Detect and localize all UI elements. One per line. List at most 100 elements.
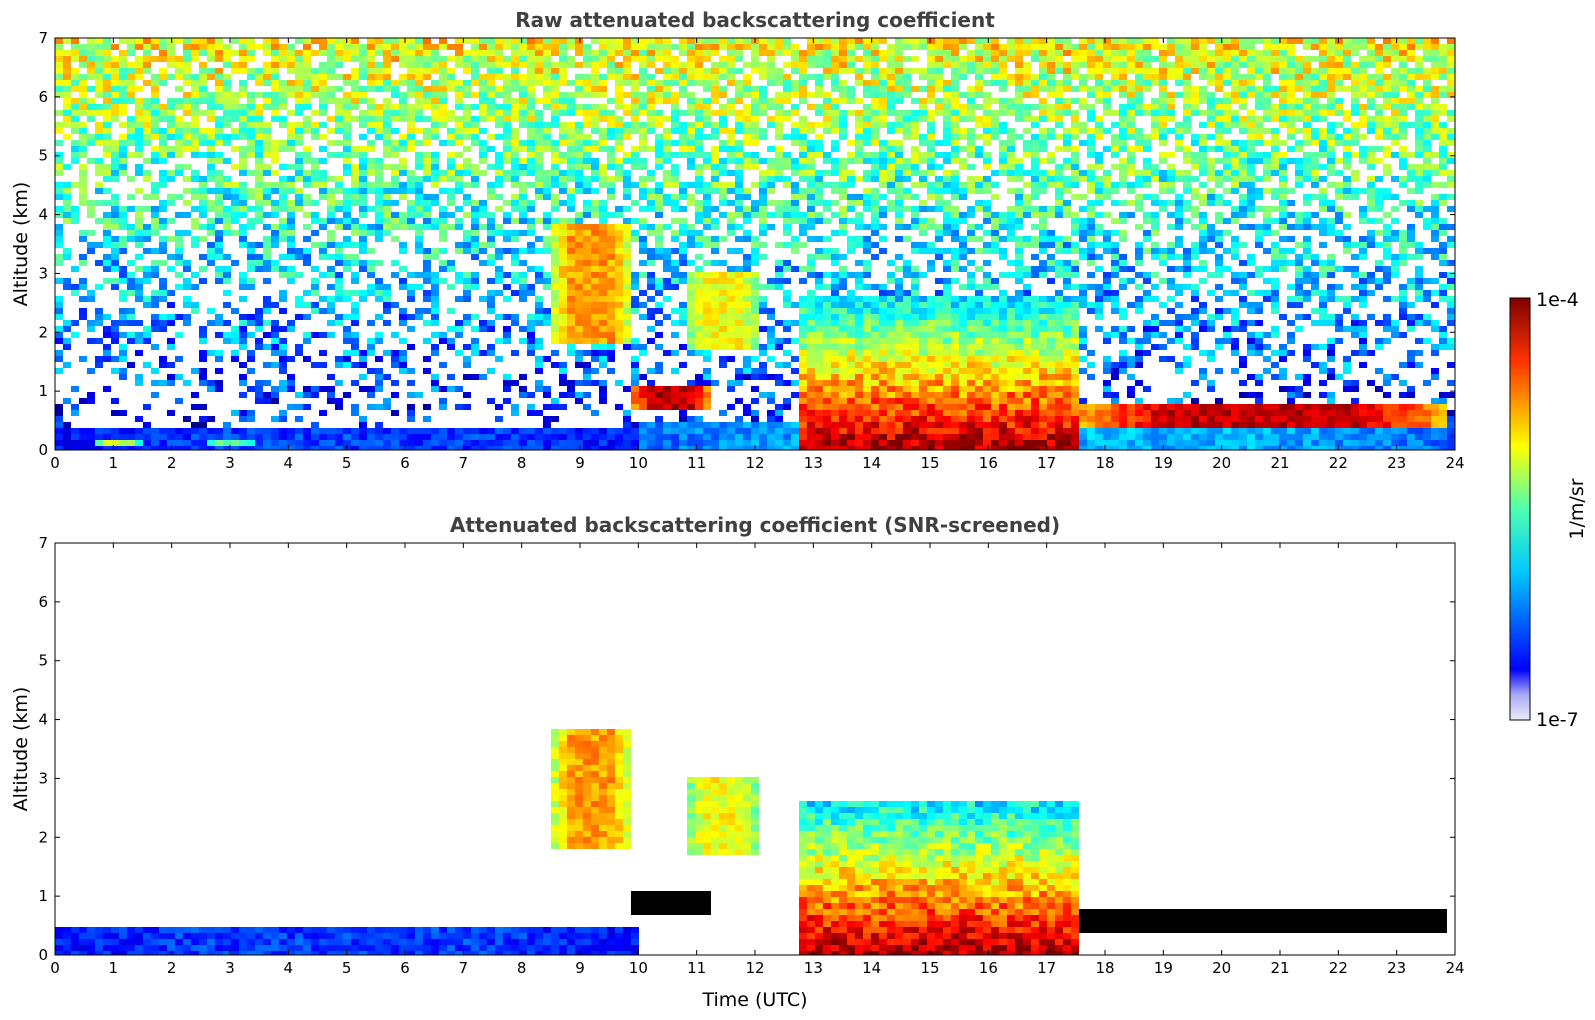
raw-heatmap-cell [735, 374, 743, 380]
raw-heatmap-cell [679, 242, 687, 248]
raw-heatmap-cell [775, 92, 783, 98]
raw-heatmap-cell [775, 38, 783, 44]
raw-heatmap-cell [727, 98, 735, 104]
raw-heatmap-cell [335, 434, 343, 440]
raw-heatmap-cell [463, 404, 471, 410]
raw-heatmap-cell [847, 362, 855, 368]
raw-heatmap-cell [479, 128, 487, 134]
raw-heatmap-cell [159, 200, 167, 206]
raw-heatmap-cell [319, 362, 327, 368]
raw-heatmap-cell [575, 446, 583, 450]
raw-heatmap-cell [679, 398, 687, 404]
raw-heatmap-cell [471, 248, 479, 254]
raw-heatmap-cell [655, 50, 663, 56]
raw-heatmap-cell [671, 56, 679, 62]
raw-heatmap-cell [743, 254, 751, 260]
raw-heatmap-cell [359, 194, 367, 200]
raw-heatmap-cell [775, 410, 783, 416]
raw-heatmap-cell [199, 194, 207, 200]
raw-heatmap-cell [791, 134, 799, 140]
raw-heatmap-cell [239, 410, 247, 416]
raw-heatmap-cell [271, 416, 279, 422]
raw-heatmap-cell [599, 38, 607, 44]
raw-heatmap-cell [655, 440, 663, 446]
raw-heatmap-cell [263, 398, 271, 404]
raw-heatmap-cell [879, 80, 887, 86]
raw-heatmap-cell [311, 92, 319, 98]
raw-heatmap-cell [903, 164, 911, 170]
raw-heatmap-cell [839, 410, 847, 416]
raw-heatmap-cell [919, 434, 927, 440]
raw-heatmap-cell [615, 224, 623, 230]
raw-heatmap-cell [775, 242, 783, 248]
raw-heatmap-cell [575, 392, 583, 398]
raw-heatmap-cell [311, 212, 319, 218]
raw-heatmap-cell [879, 170, 887, 176]
raw-heatmap-cell [359, 56, 367, 62]
raw-heatmap-cell [279, 56, 287, 62]
raw-heatmap-cell [183, 128, 191, 134]
raw-heatmap-cell [711, 296, 719, 302]
raw-heatmap-cell [223, 56, 231, 62]
raw-heatmap-cell [607, 188, 615, 194]
raw-heatmap-cell [263, 38, 271, 44]
raw-heatmap-cell [55, 62, 63, 68]
raw-heatmap-cell [191, 404, 199, 410]
raw-heatmap-cell [839, 446, 847, 450]
raw-heatmap-cell [383, 200, 391, 206]
raw-heatmap-cell [423, 368, 431, 374]
raw-heatmap-cell [559, 80, 567, 86]
raw-heatmap-cell [255, 212, 263, 218]
raw-heatmap-cell [879, 194, 887, 200]
raw-heatmap-cell [903, 122, 911, 128]
raw-heatmap-cell [103, 170, 111, 176]
raw-heatmap-cell [183, 104, 191, 110]
raw-heatmap-cell [159, 206, 167, 212]
raw-heatmap-cell [383, 374, 391, 380]
raw-heatmap-cell [503, 440, 511, 446]
raw-heatmap-cell [607, 314, 615, 320]
raw-heatmap-cell [351, 308, 359, 314]
raw-heatmap-cell [759, 212, 767, 218]
raw-heatmap-cell [767, 392, 775, 398]
raw-heatmap-cell [847, 170, 855, 176]
raw-heatmap-cell [303, 236, 311, 242]
raw-heatmap-cell [607, 50, 615, 56]
raw-heatmap-cell [863, 410, 871, 416]
raw-heatmap-cell [703, 374, 711, 380]
raw-heatmap-cell [735, 98, 743, 104]
raw-heatmap-cell [863, 308, 871, 314]
raw-heatmap-cell [319, 170, 327, 176]
raw-heatmap-cell [239, 212, 247, 218]
raw-heatmap-cell [455, 440, 463, 446]
raw-heatmap-cell [879, 38, 887, 44]
raw-heatmap-cell [279, 356, 287, 362]
raw-heatmap-cell [367, 86, 375, 92]
raw-heatmap-cell [367, 386, 375, 392]
raw-heatmap-cell [431, 278, 439, 284]
raw-heatmap-cell [831, 86, 839, 92]
raw-heatmap-cell [759, 38, 767, 44]
raw-heatmap-cell [799, 350, 807, 356]
raw-heatmap-cell [759, 242, 767, 248]
raw-heatmap-cell [831, 284, 839, 290]
raw-heatmap-cell [535, 344, 543, 350]
raw-heatmap-cell [319, 308, 327, 314]
raw-heatmap-cell [79, 308, 87, 314]
raw-heatmap-cell [863, 260, 871, 266]
raw-heatmap-cell [383, 446, 391, 450]
raw-heatmap-cell [607, 356, 615, 362]
raw-heatmap-cell [911, 386, 919, 392]
raw-heatmap-cell [791, 434, 799, 440]
raw-heatmap-cell [567, 302, 575, 308]
raw-heatmap-cell [615, 404, 623, 410]
raw-heatmap-cell [911, 206, 919, 212]
raw-heatmap-cell [495, 278, 503, 284]
raw-heatmap-cell [279, 380, 287, 386]
raw-heatmap-cell [111, 170, 119, 176]
raw-heatmap-cell [287, 428, 295, 434]
raw-heatmap-cell [119, 374, 127, 380]
raw-heatmap-cell [911, 308, 919, 314]
raw-heatmap-cell [383, 218, 391, 224]
raw-heatmap-cell [831, 416, 839, 422]
